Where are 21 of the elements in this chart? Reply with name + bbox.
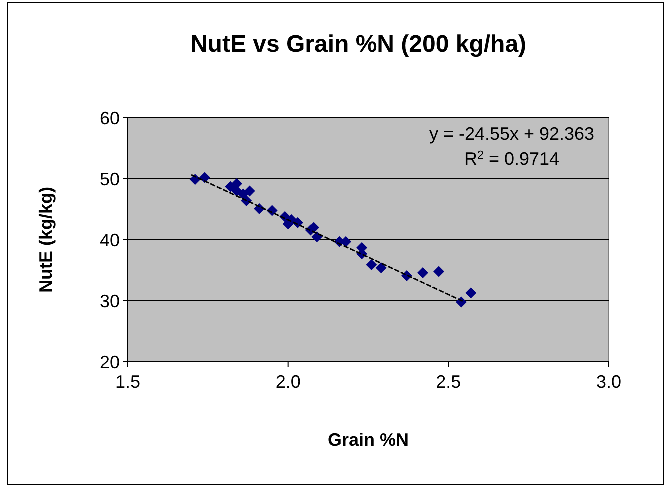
x-tick-label: 2.5 [436,372,462,392]
chart-title: NutE vs Grain %N (200 kg/ha) [190,31,527,58]
x-tick-label: 1.5 [115,372,141,392]
x-tick-label: 3.0 [596,372,622,392]
point [312,231,323,242]
point [434,266,445,278]
y-tick-label: 50 [100,169,120,190]
point [244,186,256,197]
point [366,260,378,271]
y-tick-label: 40 [100,230,120,250]
y-tick-label: 60 [100,108,120,128]
x-axis-title: Grain %N [328,430,410,450]
y-tick-label: 20 [100,352,120,372]
point [418,267,429,278]
y-tick-label: 30 [100,291,120,312]
point [466,288,477,299]
y-axis-title: NutE (kg/kg) [36,187,56,293]
x-tick-label: 2.0 [276,372,301,392]
point [376,262,387,274]
annotation: y = -24.55x + 92.363 [429,124,595,144]
annotation: R$^{2}$ = 0.9714 [464,148,560,169]
